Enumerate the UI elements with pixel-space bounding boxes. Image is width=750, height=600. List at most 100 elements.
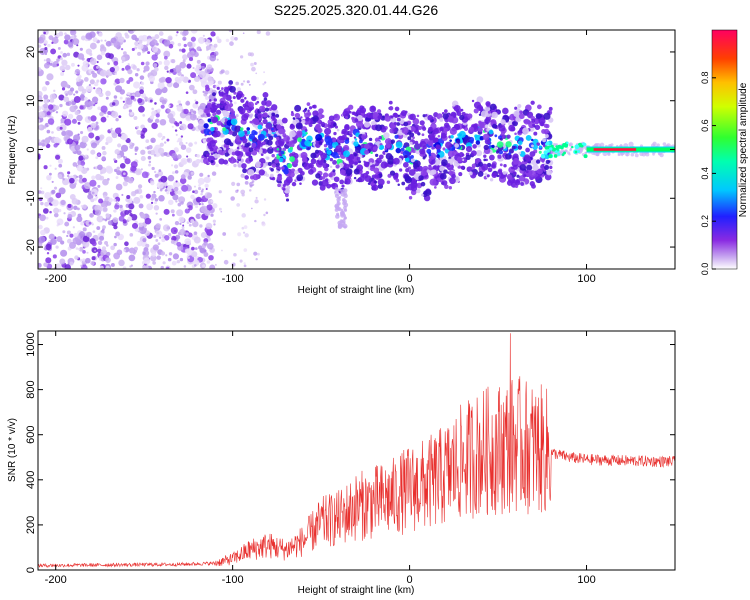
spectrogram-cell xyxy=(409,141,413,145)
spectrogram-cell xyxy=(55,111,59,114)
spectrogram-cell xyxy=(154,34,160,40)
spectrogram-cell xyxy=(344,124,350,131)
spectrogram-cell xyxy=(229,85,236,93)
spectrogram-cell xyxy=(514,106,518,110)
spectrogram-cell xyxy=(168,104,171,108)
spectrogram-cell xyxy=(95,135,100,141)
colorbar-ticks: 0.0 0.2 0.4 0.6 0.8 xyxy=(700,72,716,275)
spectrogram-cell xyxy=(538,117,546,125)
spectrogram-cell xyxy=(202,34,205,37)
spectrogram-cell xyxy=(122,219,127,224)
spectrogram-cell xyxy=(198,70,207,79)
spectrogram-cell xyxy=(333,176,340,183)
spectrogram-cell xyxy=(171,58,176,64)
spectrogram-cell xyxy=(65,93,68,97)
spectrogram-cell xyxy=(472,144,477,149)
spectrogram-cell xyxy=(282,188,286,191)
spectrogram-cell xyxy=(484,117,491,125)
spectrogram-cell xyxy=(499,137,503,141)
spectrogram-cell xyxy=(427,134,431,138)
spectrogram-cell xyxy=(101,246,107,251)
spectrogram-cell xyxy=(97,240,103,245)
spectrogram-cell xyxy=(490,163,497,169)
spectrogram-cell xyxy=(494,134,498,138)
spectrogram-cell xyxy=(105,213,111,218)
spectrogram-cell xyxy=(334,193,340,198)
spectrogram-cell xyxy=(234,125,242,133)
spectrogram-cell xyxy=(370,121,376,126)
spectrogram-cell xyxy=(177,42,182,47)
spectrogram-cell xyxy=(568,153,571,156)
spectrogram-cell xyxy=(393,121,397,125)
spectrogram-cell xyxy=(276,136,280,141)
spectrogram-cell xyxy=(211,117,214,120)
spectrogram-band-core xyxy=(593,148,637,151)
spectrogram-cell xyxy=(116,170,122,176)
spectrogram-cell xyxy=(113,242,117,247)
spectrogram-cell xyxy=(204,183,209,188)
spectrogram-cell xyxy=(140,168,143,171)
spectrogram-cell xyxy=(480,110,488,118)
spectrogram-cell xyxy=(337,220,342,226)
spectrogram-cell xyxy=(82,250,86,254)
spectrogram-cell xyxy=(109,67,115,73)
spectrogram-cell xyxy=(358,160,362,164)
spectrogram-cell xyxy=(470,150,477,157)
spectrogram-cell xyxy=(378,135,383,140)
y-tick-label: 1000 xyxy=(25,332,37,356)
spectrogram-cell xyxy=(240,189,246,195)
spectrogram-cell xyxy=(140,81,145,86)
spectrogram-cell xyxy=(146,43,149,46)
spectrogram-cell xyxy=(244,146,249,152)
spectrogram-cell xyxy=(42,37,46,41)
spectrogram-cell xyxy=(215,109,222,115)
spectrogram-cell xyxy=(482,133,490,141)
spectrogram-cell xyxy=(190,36,196,42)
spectrogram-cell xyxy=(338,162,344,168)
spectrogram-cell xyxy=(243,262,246,265)
spectrogram-cell xyxy=(422,156,426,160)
spectrogram-cell xyxy=(514,184,519,188)
spectrogram-cell xyxy=(148,144,153,150)
spectrogram-cell xyxy=(86,251,89,254)
spectrogram-cell xyxy=(392,157,400,165)
spectrogram-cell xyxy=(531,138,534,142)
spectrogram-cell xyxy=(176,241,182,247)
spectrogram-cell xyxy=(99,111,104,117)
spectrogram-cell xyxy=(508,148,514,154)
spectrogram-cell xyxy=(79,47,83,51)
spectrogram-cell xyxy=(112,217,119,223)
spectrogram-cell xyxy=(46,252,50,255)
spectrogram-cell xyxy=(76,164,84,172)
spectrogram-cell xyxy=(116,200,119,204)
x-tick-label: -200 xyxy=(45,273,67,285)
spectrogram-cell xyxy=(164,65,169,71)
spectrogram-cell xyxy=(342,110,349,118)
spectrogram-cell xyxy=(241,213,246,218)
spectrogram-cell xyxy=(273,120,277,124)
spectrogram-cell xyxy=(157,81,165,89)
spectrogram-cell xyxy=(63,212,66,215)
spectrogram-cell xyxy=(174,220,180,226)
spectrogram-cell xyxy=(203,176,210,183)
spectrogram-cell xyxy=(456,156,463,163)
spectrogram-cell xyxy=(553,154,558,158)
spectrogram-cell xyxy=(534,120,539,125)
spectrogram-cell xyxy=(55,263,62,269)
spectrogram-cell xyxy=(67,41,74,48)
spectrogram-cell xyxy=(185,232,189,236)
spectrogram-cell xyxy=(165,266,170,269)
spectrogram-cell xyxy=(542,138,547,143)
spectrogram-cell xyxy=(181,48,186,53)
spectrogram-cell xyxy=(79,141,87,149)
spectrogram-cell xyxy=(94,209,102,216)
spectrogram-cell xyxy=(260,153,264,157)
spectrogram-cell xyxy=(329,165,333,169)
spectrogram-cell xyxy=(410,154,414,159)
spectrogram-cell xyxy=(302,109,306,113)
spectrogram-cell xyxy=(285,198,290,202)
spectrogram-cell xyxy=(223,138,231,146)
spectrogram-cell xyxy=(59,126,63,130)
spectrogram-cell xyxy=(236,182,241,187)
spectrogram-cell xyxy=(223,259,229,265)
